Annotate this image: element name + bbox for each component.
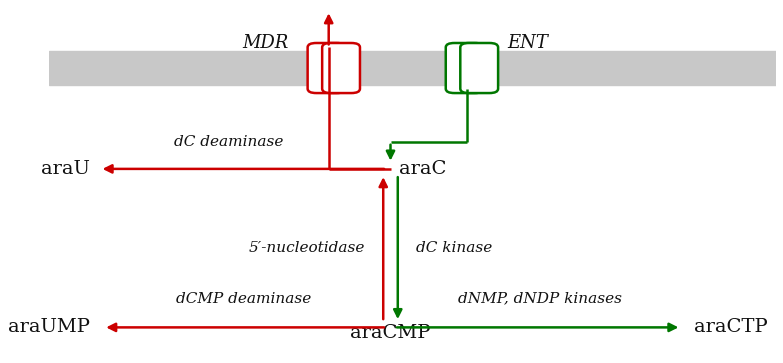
FancyBboxPatch shape: [460, 43, 498, 93]
Text: dC kinase: dC kinase: [416, 241, 493, 255]
Text: araU: araU: [41, 160, 90, 178]
FancyBboxPatch shape: [322, 43, 360, 93]
FancyBboxPatch shape: [308, 43, 345, 93]
Text: araCMP: araCMP: [350, 324, 431, 342]
Text: 5′-nucleotidase: 5′-nucleotidase: [249, 241, 365, 255]
Text: araUMP: araUMP: [9, 318, 90, 337]
Bar: [49, 51, 776, 85]
Text: dC deaminase: dC deaminase: [174, 135, 283, 149]
FancyBboxPatch shape: [446, 43, 484, 93]
Text: araC: araC: [399, 160, 446, 178]
Text: dNMP, dNDP kinases: dNMP, dNDP kinases: [457, 292, 622, 306]
Text: ENT: ENT: [507, 34, 547, 52]
Text: araCTP: araCTP: [695, 318, 768, 337]
Text: dCMP deaminase: dCMP deaminase: [175, 292, 311, 306]
Text: MDR: MDR: [243, 34, 289, 52]
